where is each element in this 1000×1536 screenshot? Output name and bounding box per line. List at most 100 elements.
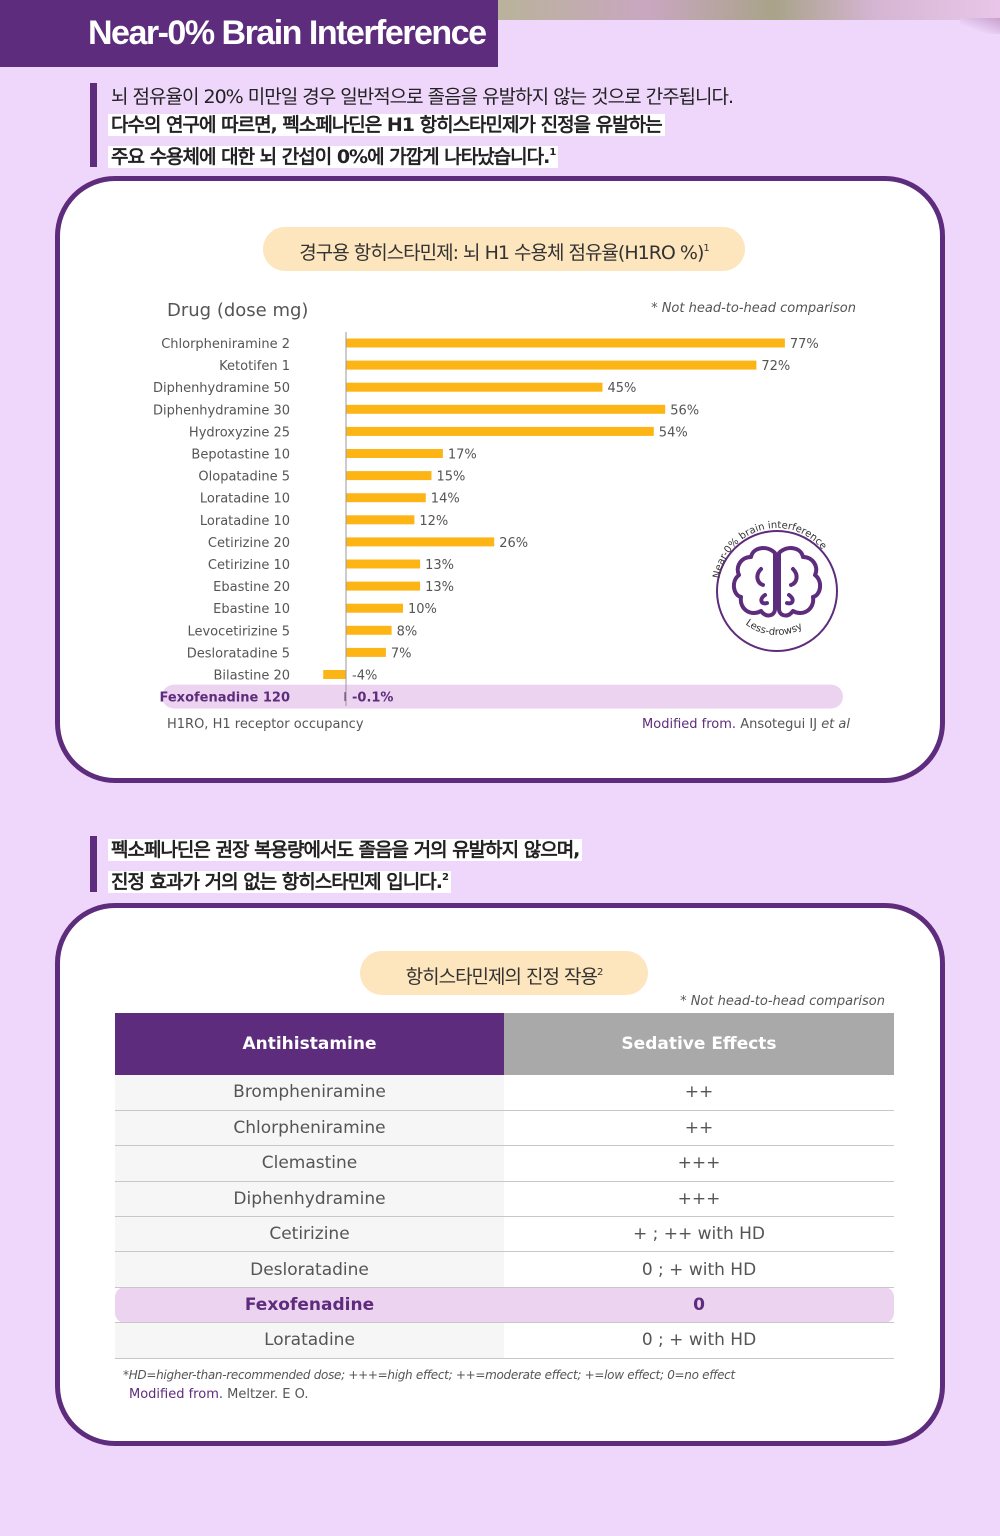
value-label: 17% [448,448,477,463]
bar [346,581,421,591]
category-label: Levocetirizine 5 [187,624,290,639]
table-row: Diphenhydramine +++ [115,1181,894,1218]
bar [346,449,443,458]
value-label: 45% [608,381,637,396]
bar [346,537,495,547]
table-row: Brompheniramine ++ [115,1075,894,1111]
header-sedative-effects: Sedative Effects [504,1013,894,1075]
category-label: Ebastine 20 [213,580,290,595]
table-note: * Not head-to-head comparison [680,994,885,1009]
cell-antihistamine: Diphenhydramine [115,1181,504,1218]
category-label: Diphenhydramine 50 [153,381,290,396]
chart-source: Ansotegui IJ [740,717,818,732]
bar [346,493,426,503]
table-title-ref: 2 [597,967,603,978]
category-label: Fexofenadine 120 [160,691,290,706]
category-label: Bepotastine 10 [191,448,290,463]
cell-sedative-effect: 0 ; + with HD [504,1322,894,1359]
category-label: Olopatadine 5 [198,470,290,485]
value-label: -4% [352,669,377,684]
bar [346,515,415,525]
cell-sedative-effect: ++ [504,1075,894,1111]
table-footnote: *HD=higher-than-recommended dose; +++=hi… [123,1368,735,1382]
bar [346,338,785,348]
cell-sedative-effect: 0 ; + with HD [504,1251,894,1288]
table-source-name: Meltzer. E O. [227,1387,309,1402]
chart-source-prefix: Modified from. [642,717,737,732]
value-label: -0.1% [352,691,393,706]
cell-antihistamine: Clemastine [115,1145,504,1182]
chart-footnote-right: Modified from. Ansotegui IJ et al [642,717,850,732]
section2-ref: 2 [441,872,449,883]
chart-title-pill: 경구용 항히스타민제: 뇌 H1 수용체 점유율(H1RO %)1 [263,227,745,271]
highlight-row [162,684,843,709]
bar-chart: Drug (dose mg) * Not head-to-head compar… [153,300,856,709]
chart-source-etal: et al [821,717,850,732]
intro-line-2: 다수의 연구에 따르면, 펙소페나딘은 H1 항히스타민제가 진정을 유발하는 [108,114,665,136]
bar [323,670,346,679]
category-label: Diphenhydramine 30 [153,403,290,418]
category-label: Bilastine 20 [213,669,290,684]
cell-antihistamine: Brompheniramine [115,1075,504,1111]
table-title-pill: 항히스타민제의 진정 작용2 [360,951,648,995]
category-label: Loratadine 10 [200,514,290,529]
table-source: Modified from. Meltzer. E O. [129,1387,309,1402]
chart-title-ref: 1 [703,243,709,254]
value-label: 12% [419,514,448,529]
table-card: 항히스타민제의 진정 작용2 * Not head-to-head compar… [55,903,945,1446]
bar [346,625,392,635]
category-label: Cetirizine 20 [208,536,290,551]
bar [346,603,403,613]
value-label: 54% [659,425,688,440]
title-bar: Near-0% Brain Interference [0,0,498,67]
cell-antihistamine: Loratadine [115,1322,504,1359]
bar [346,471,432,481]
cell-antihistamine: Desloratadine [115,1251,504,1288]
value-label: 7% [391,646,412,661]
category-label: Ebastine 10 [213,602,290,617]
table-row: Clemastine +++ [115,1145,894,1182]
bar [346,382,603,392]
value-label: 13% [425,558,454,573]
category-label: Cetirizine 10 [208,558,290,573]
value-label: 26% [499,536,528,551]
section2-line-2: 진정 효과가 거의 없는 항히스타민제 입니다. [111,871,443,893]
intro-paragraph: 뇌 점유율이 20% 미만일 경우 일반적으로 졸음을 유발하지 않는 것으로 … [90,83,736,168]
header-antihistamine: Antihistamine [115,1013,504,1075]
cell-sedative-effect: +++ [504,1145,894,1182]
cell-sedative-effect: + ; ++ with HD [504,1216,894,1253]
table-row: Chlorpheniramine ++ [115,1110,894,1147]
chart-note: * Not head-to-head comparison [651,301,856,316]
bar [346,647,386,657]
table-row: Desloratadine 0 ; + with HD [115,1251,894,1288]
sedative-table: Antihistamine Sedative Effects Brompheni… [115,1013,894,1359]
page-title: Near-0% Brain Interference [88,14,487,52]
brain-badge: Near-0% brain interference Less-drowsy [707,511,847,665]
value-label: 14% [431,492,460,507]
bar [346,426,654,436]
value-label: 77% [790,337,819,352]
chart-card: 경구용 항히스타민제: 뇌 H1 수용체 점유율(H1RO %)1 Drug (… [55,176,945,783]
cell-antihistamine: Cetirizine [115,1216,504,1253]
intro-line-1: 뇌 점유율이 20% 미만일 경우 일반적으로 졸음을 유발하지 않는 것으로 … [111,86,734,108]
table-row: Cetirizine + ; ++ with HD [115,1216,894,1253]
section2-paragraph: 펙소페나딘은 권장 복용량에서도 졸음을 거의 유발하지 않으며, 진정 효과가… [90,836,583,893]
bar [344,692,346,702]
category-label: Ketotifen 1 [219,359,290,374]
brain-icon [732,546,822,618]
header-photo-corner [960,18,1000,34]
category-label: Loratadine 10 [200,492,290,507]
value-label: 72% [761,359,790,374]
category-label: Desloratadine 5 [187,646,290,661]
header-photo [498,0,1000,20]
cell-sedative-effect: ++ [504,1110,894,1147]
chart-title: 경구용 항히스타민제: 뇌 H1 수용체 점유율(H1RO %) [299,242,704,264]
chart-footnote-left: H1RO, H1 receptor occupancy [167,717,364,732]
intro-ref: 1 [549,147,556,158]
cell-antihistamine: Chlorpheniramine [115,1110,504,1147]
bar [346,404,666,414]
category-label: Hydroxyzine 25 [189,425,290,440]
bar [346,559,421,569]
value-label: 13% [425,580,454,595]
cell-antihistamine: Fexofenadine [115,1287,504,1324]
